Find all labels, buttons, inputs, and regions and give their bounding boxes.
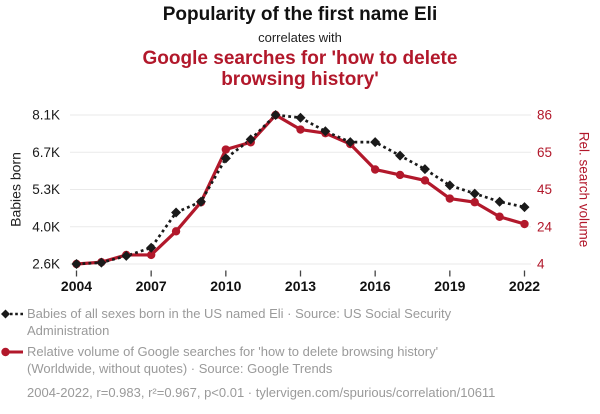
chart-header: Popularity of the first name Eli correla… — [0, 0, 600, 90]
left-axis-tick-label: 4.0K — [32, 219, 60, 234]
x-axis-tick-label: 2019 — [434, 278, 465, 294]
babies-data-point — [494, 196, 505, 207]
babies-data-point — [220, 153, 231, 164]
searches-data-point — [520, 219, 529, 229]
babies-data-point — [320, 126, 331, 137]
right-axis-tick-label: 65 — [537, 145, 552, 160]
right-axis-tick-label: 86 — [537, 108, 552, 123]
legend-item-babies: Babies of all sexes born in the US named… — [1, 305, 561, 339]
left-axis-tick-label: 8.1K — [32, 108, 60, 123]
babies-data-point — [519, 202, 530, 213]
searches-data-point — [171, 227, 181, 236]
babies-data-point — [295, 112, 306, 123]
left-axis-title: Babies born — [8, 152, 24, 227]
babies-data-point — [395, 150, 406, 161]
chart-series — [71, 110, 530, 269]
babies-data-point — [469, 188, 480, 199]
legend-item-searches: Relative volume of Google searches for '… — [1, 343, 561, 377]
secondary-title: Google searches for 'how to delete brows… — [142, 48, 458, 90]
babies-data-point — [370, 137, 381, 148]
babies-data-point — [96, 257, 107, 268]
searches-data-point — [296, 125, 305, 134]
searches-data-point — [146, 250, 156, 260]
babies-data-point — [121, 250, 132, 261]
searches-data-point — [445, 194, 455, 203]
right-axis-title: Rel. search volume — [577, 132, 592, 248]
legend-label-searches: Relative volume of Google searches for '… — [27, 344, 439, 376]
searches-data-point — [470, 198, 479, 207]
x-axis-tick-label: 2004 — [61, 278, 92, 294]
searches-data-point — [221, 145, 231, 154]
searches-data-point — [420, 176, 430, 185]
babies-data-point — [270, 110, 281, 120]
chart-grid-and-axes: 2.6K 4 4.0K 24 5.3K 45 6.7K 65 8.1K 86 2004 2007 201… — [32, 108, 552, 295]
right-axis-tick-label: 4 — [537, 257, 545, 272]
red-circle-solid-icon — [1, 347, 23, 357]
searches-data-point — [370, 165, 380, 174]
babies-data-point — [245, 134, 256, 145]
legend: Babies of all sexes born in the US named… — [1, 305, 561, 401]
x-axis-tick-label: 2022 — [509, 278, 540, 294]
babies-data-point — [419, 164, 430, 175]
babies-data-point — [345, 137, 356, 148]
babies-data-point — [444, 180, 455, 191]
babies-data-point — [195, 196, 206, 207]
left-axis-tick-label: 5.3K — [32, 182, 60, 197]
black-diamond-dashed-icon — [1, 309, 23, 319]
searches-data-point — [395, 170, 405, 180]
right-axis-tick-label: 45 — [537, 182, 552, 197]
left-axis-tick-label: 6.7K — [32, 145, 60, 160]
babies-data-point — [171, 207, 182, 218]
page-title: Popularity of the first name Eli — [162, 4, 438, 25]
correlates-with-label: correlates with — [258, 30, 342, 45]
x-axis-tick-label: 2016 — [360, 278, 391, 294]
x-axis-tick-label: 2010 — [210, 278, 241, 294]
stats-citation: 2004-2022, r=0.983, r²=0.967, p<0.01 · t… — [27, 385, 496, 400]
x-axis-tick-label: 2007 — [136, 278, 167, 294]
x-axis-tick-label: 2013 — [285, 278, 316, 294]
searches-data-point — [495, 212, 504, 221]
left-axis-tick-label: 2.6K — [32, 257, 60, 272]
legend-label-babies: Babies of all sexes born in the US named… — [27, 306, 452, 338]
right-axis-tick-label: 24 — [537, 219, 553, 234]
babies-data-point — [71, 259, 82, 269]
babies-data-point — [146, 242, 157, 253]
